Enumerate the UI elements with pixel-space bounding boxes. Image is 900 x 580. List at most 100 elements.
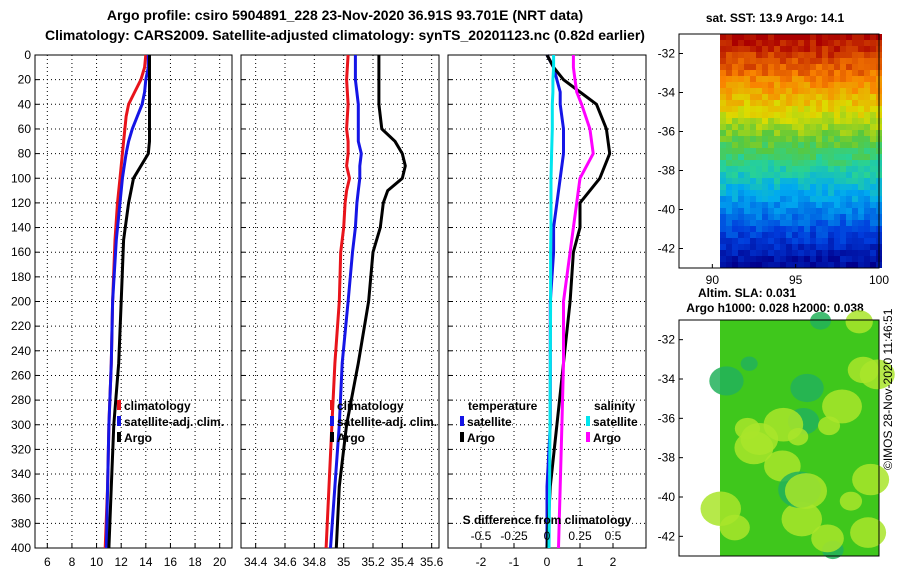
sst-cell <box>828 190 834 196</box>
sst-cell <box>810 160 816 166</box>
sst-cell <box>762 184 768 190</box>
sst-cell <box>744 208 750 214</box>
map-y-tick-label: -40 <box>658 490 676 504</box>
sst-cell <box>858 172 864 178</box>
sst-cell <box>870 124 876 130</box>
legend-label: climatology <box>337 399 404 413</box>
sst-cell <box>852 64 858 70</box>
sst-cell <box>816 88 822 94</box>
sst-cell <box>834 40 840 46</box>
sst-cell <box>768 226 774 232</box>
sst-cell <box>744 58 750 64</box>
sst-cell <box>810 40 816 46</box>
sst-cell <box>810 112 816 118</box>
sst-cell <box>840 64 846 70</box>
sst-cell <box>774 250 780 256</box>
sst-cell <box>858 184 864 190</box>
sst-cell <box>870 220 876 226</box>
sst-cell <box>786 214 792 220</box>
sst-cell <box>858 70 864 76</box>
sst-cell <box>726 250 732 256</box>
sst-cell <box>822 148 828 154</box>
sst-cell <box>864 190 870 196</box>
sst-cell <box>864 208 870 214</box>
sst-cell <box>732 154 738 160</box>
sst-cell <box>768 256 774 262</box>
sst-cell <box>726 118 732 124</box>
sst-cell <box>750 82 756 88</box>
sst-cell <box>744 34 750 40</box>
sst-cell <box>726 256 732 262</box>
sst-cell <box>828 184 834 190</box>
sst-cell <box>774 52 780 58</box>
sst-cell <box>822 220 828 226</box>
sst-cell <box>780 202 786 208</box>
sst-cell <box>798 184 804 190</box>
sst-cell <box>762 76 768 82</box>
sst-cell <box>816 130 822 136</box>
sst-cell <box>834 124 840 130</box>
sst-cell <box>726 94 732 100</box>
sst-cell <box>774 58 780 64</box>
sst-cell <box>726 76 732 82</box>
sst-cell <box>828 154 834 160</box>
sst-cell <box>762 214 768 220</box>
sst-cell <box>798 76 804 82</box>
sst-cell <box>846 88 852 94</box>
sst-cell <box>846 250 852 256</box>
sst-cell <box>750 40 756 46</box>
sst-cell <box>762 52 768 58</box>
sst-cell <box>780 196 786 202</box>
sst-cell <box>732 166 738 172</box>
sst-cell <box>834 166 840 172</box>
diff-tick-label: 0.5 <box>605 529 622 543</box>
sst-cell <box>726 262 732 268</box>
sst-cell <box>762 202 768 208</box>
sst-cell <box>738 64 744 70</box>
sst-cell <box>768 214 774 220</box>
x-tick-label: 35.6 <box>420 555 444 569</box>
sst-cell <box>780 58 786 64</box>
sst-cell <box>762 190 768 196</box>
sst-cell <box>762 232 768 238</box>
sst-cell <box>774 220 780 226</box>
sst-cell <box>804 64 810 70</box>
sst-cell <box>852 244 858 250</box>
sst-cell <box>768 166 774 172</box>
sst-cell <box>762 226 768 232</box>
legend-swatch <box>586 432 590 442</box>
sst-cell <box>810 118 816 124</box>
sst-cell <box>738 244 744 250</box>
sst-cell <box>792 154 798 160</box>
sst-cell <box>756 256 762 262</box>
sst-cell <box>816 124 822 130</box>
sst-cell <box>840 46 846 52</box>
sst-cell <box>822 58 828 64</box>
sst-cell <box>780 184 786 190</box>
x-tick-label: 18 <box>188 555 202 569</box>
map-y-tick-label: -38 <box>658 451 676 465</box>
sst-cell <box>804 100 810 106</box>
sst-cell <box>798 58 804 64</box>
y-tick-label: 100 <box>11 171 31 185</box>
sst-cell <box>834 208 840 214</box>
sst-cell <box>870 244 876 250</box>
sst-cell <box>756 196 762 202</box>
sst-cell <box>726 166 732 172</box>
sst-cell <box>786 172 792 178</box>
sst-cell <box>756 94 762 100</box>
sst-cell <box>720 100 726 106</box>
sst-cell <box>732 214 738 220</box>
sst-cell <box>852 262 858 268</box>
sst-cell <box>762 130 768 136</box>
sst-cell <box>738 238 744 244</box>
legend-label: Argo <box>124 431 152 445</box>
sst-cell <box>840 148 846 154</box>
sst-cell <box>870 130 876 136</box>
sst-cell <box>786 34 792 40</box>
sst-cell <box>768 124 774 130</box>
sst-cell <box>840 178 846 184</box>
sst-cell <box>864 178 870 184</box>
sst-cell <box>846 76 852 82</box>
sst-cell <box>852 40 858 46</box>
